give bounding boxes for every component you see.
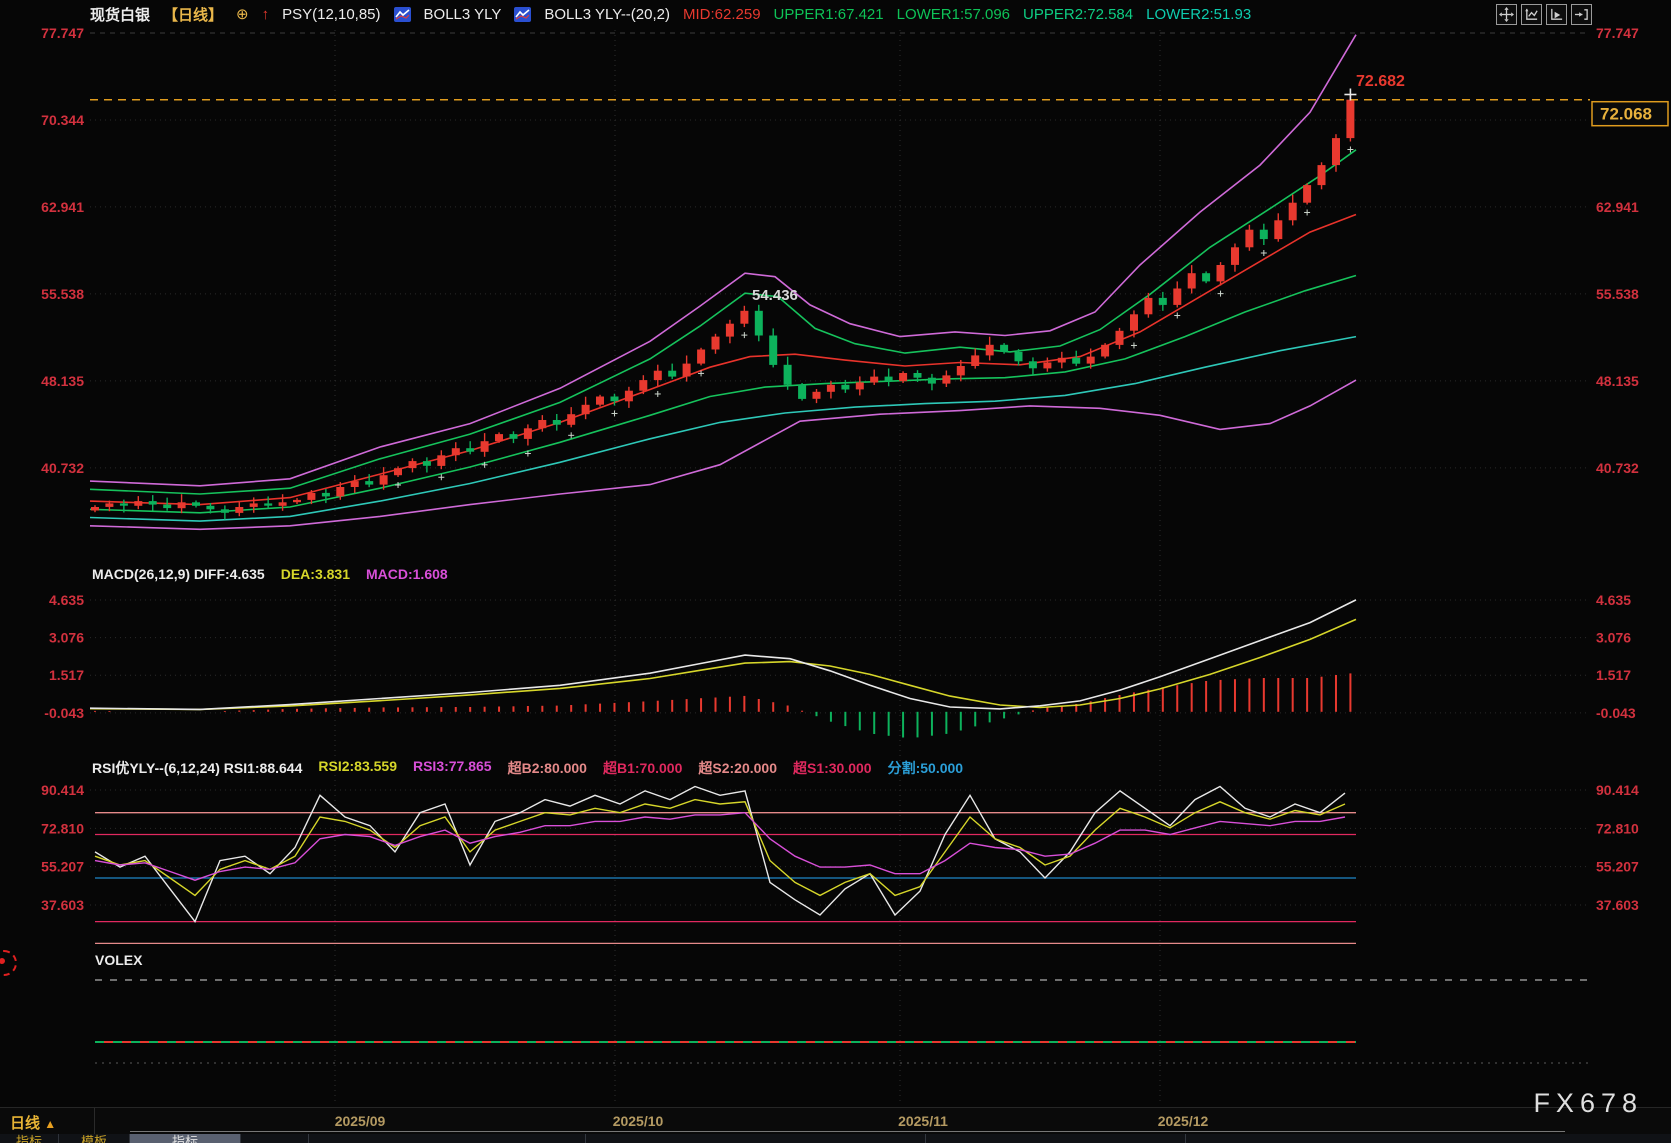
svg-text:55.207: 55.207 (1596, 859, 1639, 875)
axis-scale-icon[interactable] (1521, 4, 1542, 25)
macd-header: MACD(26,12,9) DIFF:4.635 DEA:3.831 MACD:… (92, 566, 448, 582)
svg-text:1.517: 1.517 (1596, 667, 1631, 683)
svg-text:54.436: 54.436 (752, 287, 798, 304)
chart-toolbar (1496, 4, 1592, 25)
triangle-up-icon: ▲ (44, 1117, 57, 1131)
crosshair-target-icon[interactable] (0, 950, 17, 976)
mid-value: MID:62.259 (683, 5, 761, 23)
tab-separator (1185, 1134, 1186, 1143)
tab-separator (925, 1134, 926, 1143)
rsi-header: RSI优YLY--(6,12,24) RSI1:88.644 RSI2:83.5… (92, 758, 963, 778)
rsi2-label: RSI2:83.559 (318, 758, 397, 774)
svg-text:37.603: 37.603 (1596, 897, 1639, 913)
svg-text:90.414: 90.414 (41, 782, 84, 798)
tab-separator (585, 1134, 586, 1143)
svg-text:4.635: 4.635 (49, 592, 84, 608)
period-selector[interactable]: 日线 ▲ (10, 1112, 56, 1133)
svg-text:40.732: 40.732 (41, 460, 84, 476)
svg-text:72.068: 72.068 (1600, 105, 1652, 124)
svg-text:3.076: 3.076 (49, 630, 84, 646)
volex-label: VOLEX (95, 952, 143, 968)
svg-text:40.732: 40.732 (1596, 460, 1639, 476)
tab-template[interactable]: 模板 (59, 1134, 130, 1143)
lower1-value: LOWER1:57.096 (896, 5, 1011, 23)
boll-a-label: BOLL3 YLY (423, 5, 502, 23)
rsi-overbought1-label: 超B1:70.000 (602, 760, 683, 776)
rsi3-label: RSI3:77.865 (412, 758, 492, 774)
date-tick: 2025/11 (898, 1113, 948, 1129)
boll-chart-icon[interactable] (393, 6, 411, 22)
bottom-axis-bar: 日线 ▲ 2025/09 2025/10 2025/11 2025/12 (0, 1107, 1671, 1134)
tab-separator (308, 1134, 309, 1143)
rsi-oversold1-label: 超S1:30.000 (792, 760, 872, 776)
date-tick: 2025/12 (1157, 1113, 1209, 1129)
svg-text:48.135: 48.135 (1596, 373, 1639, 389)
boll-chart-icon[interactable] (514, 6, 532, 22)
svg-text:72.810: 72.810 (1596, 820, 1639, 836)
lower2-value: LOWER2:51.93 (1146, 5, 1252, 23)
svg-text:72.682: 72.682 (1356, 73, 1405, 90)
bottom-tab-strip: 指标 模板 指标 (0, 1134, 1671, 1143)
upper1-value: UPPER1:67.421 (773, 5, 884, 23)
trend-up-arrow-icon: ↑ (261, 5, 270, 23)
tab-indicator[interactable]: 指标 (0, 1134, 59, 1143)
svg-text:55.538: 55.538 (41, 286, 84, 302)
svg-text:48.135: 48.135 (41, 373, 84, 389)
svg-text:72.810: 72.810 (41, 820, 84, 836)
svg-text:90.414: 90.414 (1596, 782, 1639, 798)
add-indicator-icon[interactable]: ⊕ (236, 6, 249, 23)
rsi-split-label: 分割:50.000 (887, 760, 964, 776)
svg-text:70.344: 70.344 (41, 112, 84, 128)
period-label: 日线 (10, 1115, 41, 1132)
svg-text:77.747: 77.747 (41, 25, 84, 41)
svg-text:77.747: 77.747 (1596, 25, 1639, 41)
rsi-oversold2-label: 超S2:20.000 (698, 760, 777, 776)
svg-text:4.635: 4.635 (1596, 592, 1631, 608)
pan-icon[interactable] (1496, 4, 1517, 25)
svg-text:62.941: 62.941 (41, 199, 84, 215)
svg-text:-0.043: -0.043 (44, 705, 84, 721)
svg-text:37.603: 37.603 (41, 897, 84, 913)
upper2-value: UPPER2:72.584 (1023, 5, 1134, 23)
macd-diff-label: MACD(26,12,9) DIFF:4.635 (92, 566, 265, 582)
period-tag: 【日线】 (163, 6, 224, 24)
axis-divider (94, 1108, 95, 1134)
rsi1-label: RSI优YLY--(6,12,24) RSI1:88.644 (92, 760, 303, 776)
macd-dea-label: DEA:3.831 (280, 566, 350, 582)
svg-text:-0.043: -0.043 (1596, 705, 1636, 721)
boll-b-label: BOLL3 YLY--(20,2) (544, 5, 670, 23)
axis-play-icon[interactable] (1546, 4, 1567, 25)
fx678-watermark: FX678 (1533, 1088, 1643, 1118)
symbol-title: 现货白银 (90, 6, 151, 24)
psy-indicator-label: PSY(12,10,85) (282, 5, 381, 23)
svg-text:55.207: 55.207 (41, 859, 84, 875)
indicator-header-bar: 现货白银 【日线】 ⊕ ↑ PSY(12,10,85) BOLL3 YLY BO… (0, 0, 1491, 28)
svg-text:3.076: 3.076 (1596, 630, 1631, 646)
tab-indicator-active[interactable]: 指标 (130, 1134, 241, 1143)
date-tick: 2025/09 (334, 1113, 386, 1129)
macd-value-label: MACD:1.608 (365, 566, 448, 582)
date-tick: 2025/10 (612, 1113, 664, 1129)
svg-text:62.941: 62.941 (1596, 199, 1639, 215)
volex-header: VOLEX (95, 952, 142, 968)
exit-fullscreen-icon[interactable] (1571, 4, 1592, 25)
rsi-overbought2-label: 超B2:80.000 (507, 760, 587, 776)
svg-text:55.538: 55.538 (1596, 286, 1639, 302)
svg-text:1.517: 1.517 (49, 667, 84, 683)
separator-line (130, 1131, 1565, 1132)
